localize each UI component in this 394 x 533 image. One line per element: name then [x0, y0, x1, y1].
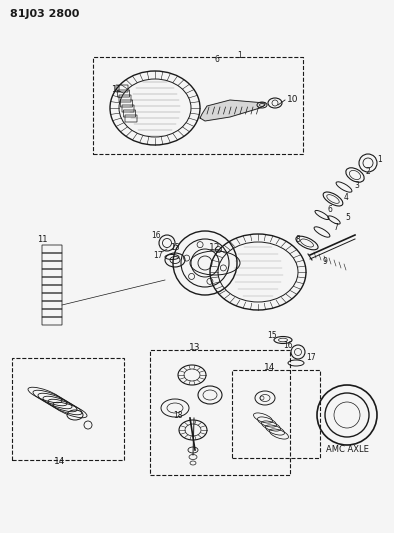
Text: 81J03 2800: 81J03 2800: [10, 9, 79, 19]
Text: 16: 16: [283, 342, 293, 351]
Text: 9: 9: [323, 257, 327, 266]
Text: 1: 1: [238, 52, 242, 61]
Text: 13: 13: [189, 343, 201, 351]
Text: 11: 11: [111, 85, 121, 94]
Text: 11: 11: [37, 236, 48, 245]
Text: 4: 4: [344, 192, 348, 201]
Text: 16: 16: [151, 231, 161, 240]
Text: 17: 17: [306, 353, 316, 362]
Text: 17: 17: [153, 251, 163, 260]
Bar: [232, 370, 320, 458]
Text: 6: 6: [215, 55, 219, 64]
Text: 3: 3: [355, 181, 359, 190]
Text: 15: 15: [170, 244, 180, 253]
Text: 5: 5: [346, 214, 350, 222]
Text: AMC AXLE: AMC AXLE: [325, 446, 368, 455]
Text: 2: 2: [366, 167, 370, 176]
Text: 18: 18: [173, 410, 183, 419]
Text: 7: 7: [334, 223, 338, 232]
Text: 15: 15: [267, 332, 277, 341]
Text: 12: 12: [209, 243, 221, 252]
Bar: [12, 358, 124, 460]
Bar: [150, 350, 290, 475]
Polygon shape: [200, 100, 265, 121]
Text: 14: 14: [264, 362, 276, 372]
Bar: [93, 57, 303, 154]
Text: 10: 10: [287, 95, 299, 104]
Text: 14: 14: [54, 457, 66, 466]
Text: 6: 6: [327, 206, 333, 214]
Text: 8: 8: [296, 236, 300, 245]
Text: 1: 1: [377, 156, 382, 165]
